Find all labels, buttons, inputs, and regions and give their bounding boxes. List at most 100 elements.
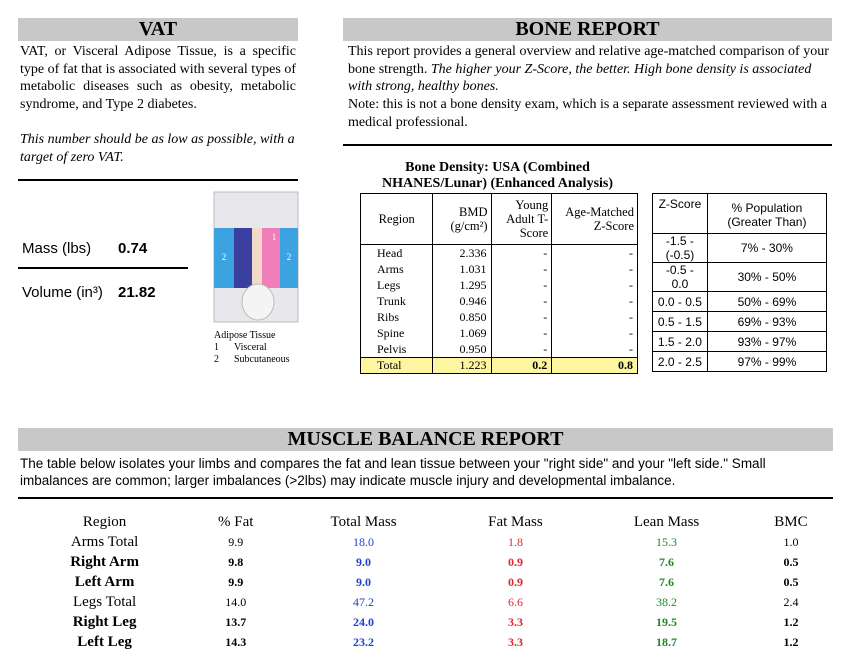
cell: 9.8 (228, 554, 244, 569)
cell: - (551, 341, 638, 358)
visceral (262, 228, 280, 288)
cell: 9.0 (356, 574, 372, 589)
bone-intro: This report provides a general overview … (348, 43, 830, 96)
data-row: Left Leg 14.3 23.2 3.3 18.7 1.2 (18, 632, 833, 652)
organs (234, 228, 252, 288)
cell: 1.5 - 2.0 (652, 331, 708, 352)
cell: - (490, 341, 553, 358)
header-cell: Lean Mass (633, 513, 700, 530)
cell: - (490, 277, 553, 293)
cell: Right Arm (70, 553, 139, 570)
cell: Trunk (359, 293, 434, 309)
cell: Total (359, 357, 434, 374)
cell: 15.3 (656, 534, 678, 549)
data-row: Spine 1.069- - (359, 325, 638, 341)
volume-label: Volume (in³) (22, 284, 103, 301)
data-row: 1.5 - 2.0 93% - 97% (652, 331, 828, 352)
volume-value: 21.82 (118, 284, 156, 301)
cell: - (551, 244, 638, 261)
cell: 18.7 (656, 634, 678, 649)
header-cell: BMD (g/cm²) (432, 193, 492, 245)
data-row: Head 2.336- - (359, 244, 638, 261)
header-cell: % Population (Greater Than) (706, 193, 828, 234)
cell: Pelvis (359, 341, 434, 358)
cell: Legs Total (72, 593, 137, 610)
cell: 0.0 - 0.5 (652, 291, 708, 312)
bone-table: Region BMD (g/cm²) Young Adult T-Score Age-… (359, 193, 638, 374)
mass-label: Mass (lbs) (22, 240, 92, 257)
cell: 9.9 (228, 574, 244, 589)
divider (18, 497, 833, 499)
data-row: Arms 1.031- - (359, 261, 638, 277)
divider (343, 144, 832, 146)
pelvis (241, 283, 275, 321)
cell: Left Arm (74, 573, 135, 590)
cell: -1.5 - (-0.5) (652, 233, 708, 263)
cell: Spine (359, 325, 434, 341)
legend-item: 1 Visceral (214, 342, 290, 354)
cell: - (551, 277, 638, 293)
cell: 97% - 99% (706, 351, 828, 372)
muscle-text: The table below isolates your limbs and … (20, 456, 766, 488)
cell: 3.3 (507, 634, 523, 649)
cell: - (490, 293, 553, 309)
cell: 2.4 (783, 594, 799, 609)
cell: 0.9 (507, 554, 523, 569)
header-cell: Z-Score (652, 193, 708, 234)
legend-label: Visceral (234, 342, 267, 353)
cell: 7.6 (659, 574, 675, 589)
header-cell: Young Adult T-Score (490, 193, 553, 245)
data-row: Right Leg 13.7 24.0 3.3 19.5 1.2 (18, 612, 833, 632)
cell: 2.0 - 2.5 (652, 351, 708, 372)
data-row: Ribs 0.850- - (359, 309, 638, 325)
data-row: Legs Total 14.0 47.2 6.6 38.2 2.4 (18, 592, 833, 612)
header-row: Z-Score% Population (Greater Than) (652, 193, 828, 234)
cell: - (551, 261, 638, 277)
header-cell: % Fat (218, 513, 254, 530)
cell: Arms (359, 261, 434, 277)
cell: 0.8 (551, 357, 638, 374)
cell: 50% - 69% (706, 291, 828, 312)
vat-paragraph: VAT, or Visceral Adipose Tissue, is a sp… (20, 44, 296, 112)
legend-num: 2 (214, 354, 219, 365)
cell: 19.5 (656, 614, 678, 629)
bone-title: BONE REPORT (343, 18, 832, 41)
cell: 0.5 (783, 554, 799, 569)
cell: 23.2 (353, 634, 375, 649)
cell: Head (359, 244, 434, 261)
cell: 30% - 50% (706, 262, 828, 292)
cell: 0.9 (507, 574, 523, 589)
cell: 3.3 (507, 614, 523, 629)
legend-label: Subcutaneous (234, 354, 290, 365)
vat-figure: 212 (213, 191, 299, 323)
cell: 0.946 (432, 293, 492, 309)
cell: - (490, 261, 553, 277)
cell: 0.950 (432, 341, 492, 358)
intro-italic: The higher your Z-Score, the better. Hig… (348, 61, 812, 95)
cell: 1.0 (783, 534, 799, 549)
data-row: Trunk 0.946- - (359, 293, 638, 309)
cell: Right Leg (72, 613, 137, 630)
cell: -0.5 - 0.0 (652, 262, 708, 292)
data-row: Right Arm 9.8 9.0 0.9 7.6 0.5 (18, 552, 833, 572)
muscle-title: MUSCLE BALANCE REPORT (18, 428, 833, 451)
cell: 69% - 93% (706, 311, 828, 332)
cell: 14.0 (225, 594, 247, 609)
cell: 38.2 (656, 594, 678, 609)
legend-num: 1 (214, 342, 219, 353)
cell: 24.0 (353, 614, 375, 629)
cell: - (490, 325, 553, 341)
header-row: Region BMD (g/cm²) Young Adult T-Score Age-… (359, 193, 638, 245)
figure-label: 1 (272, 232, 277, 242)
divider (18, 267, 188, 269)
header-cell: Age-Matched Z-Score (551, 193, 638, 245)
cell: 0.5 (783, 574, 799, 589)
data-row: Pelvis 0.950- - (359, 341, 638, 358)
mass-value: 0.74 (118, 240, 148, 257)
cell: - (551, 309, 638, 325)
data-row: Legs 1.295- - (359, 277, 638, 293)
header-cell: Region (82, 513, 127, 530)
cell: Legs (359, 277, 434, 293)
vat-title: VAT (18, 18, 298, 41)
data-row: Left Arm 9.9 9.0 0.9 7.6 0.5 (18, 572, 833, 592)
